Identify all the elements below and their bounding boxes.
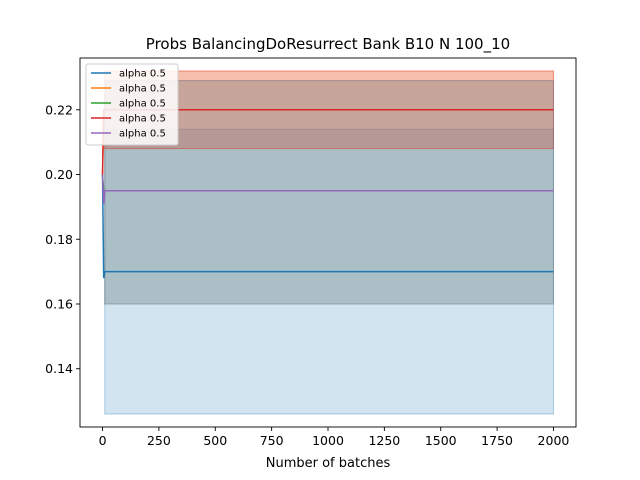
x-tick-label: 500 — [203, 433, 227, 448]
x-tick-label: 750 — [260, 433, 284, 448]
x-tick-label: 1000 — [312, 433, 344, 448]
x-axis-label: Number of batches — [266, 456, 391, 471]
legend-box — [85, 63, 179, 146]
legend-label: alpha 0.5 — [119, 69, 166, 80]
chart-title: Probs BalancingDoResurrect Bank B10 N 10… — [146, 35, 510, 54]
legend-label: alpha 0.5 — [119, 84, 166, 95]
y-tick-label: 0.16 — [45, 297, 73, 312]
x-axis: 0 250 500 750 1000 1250 1500 1750 2000 — [99, 427, 570, 448]
y-axis: 0.14 0.16 0.18 0.20 0.22 — [45, 102, 80, 376]
y-tick-label: 0.14 — [45, 361, 73, 376]
x-tick-label: 250 — [147, 433, 171, 448]
x-tick-label: 0 — [99, 433, 107, 448]
band-series-5 — [104, 80, 554, 305]
x-tick-label: 1500 — [425, 433, 457, 448]
legend-label: alpha 0.5 — [119, 114, 166, 125]
x-tick-label: 1750 — [481, 433, 513, 448]
line-series-1 — [101, 174, 554, 279]
legend-label: alpha 0.5 — [119, 129, 166, 140]
y-tick-label: 0.20 — [45, 167, 73, 182]
y-tick-label: 0.22 — [45, 102, 73, 117]
line-series-5 — [101, 174, 554, 204]
x-tick-label: 2000 — [538, 433, 570, 448]
y-tick-label: 0.18 — [45, 232, 73, 247]
band-series-3 — [104, 80, 554, 305]
x-tick-label: 1250 — [368, 433, 400, 448]
legend: alpha 0.5 alpha 0.5 alpha 0.5 alpha 0.5 alph… — [85, 63, 179, 146]
legend-label: alpha 0.5 — [119, 99, 166, 110]
